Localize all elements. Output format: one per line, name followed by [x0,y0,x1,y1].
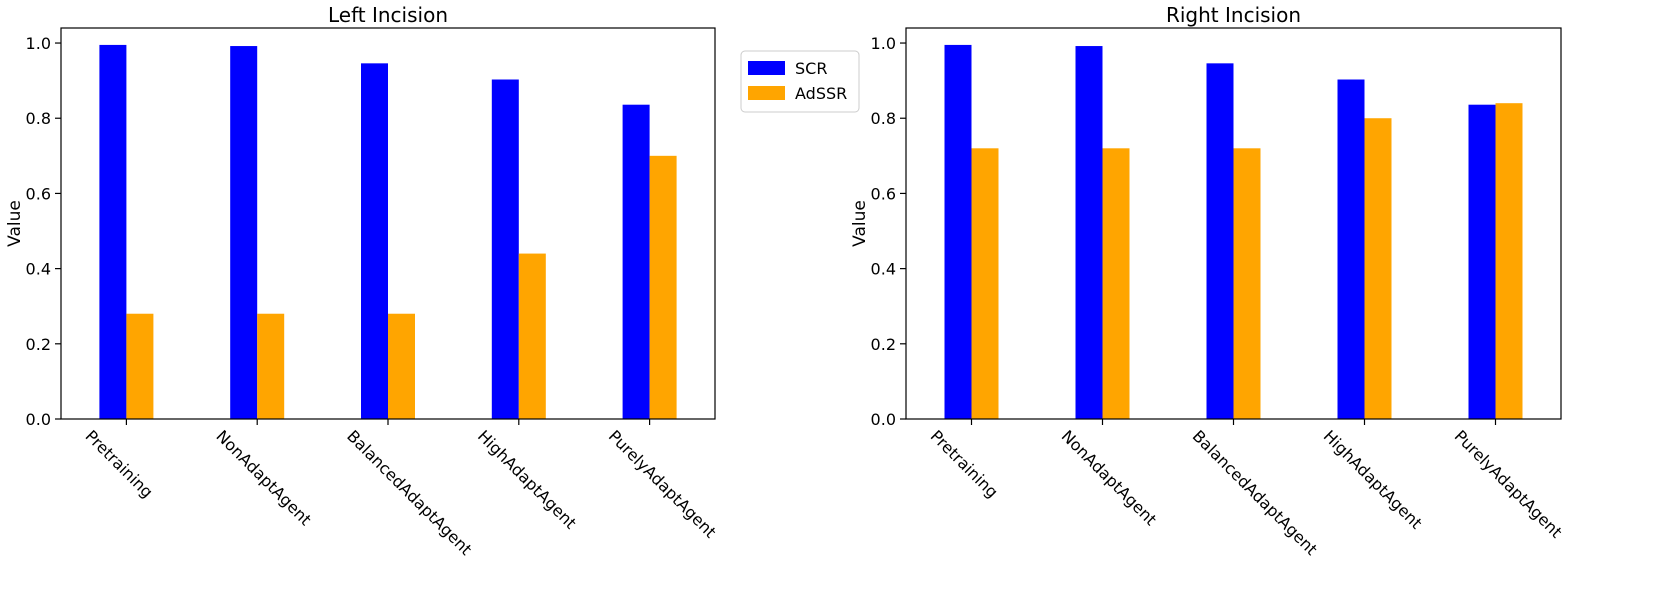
bar-scr-nonadaptagent [1075,46,1103,420]
right-incision-chart: Right Incision Value 0.0 0.2 0.4 0.6 0.8 1.0 Pre… [850,3,1566,559]
x-tick-label: NonAdaptAgent [1058,426,1161,529]
y-tick-label: 1.0 [871,34,896,53]
bar-scr-highadaptagent [491,79,519,420]
y-tick-label: 0.8 [871,109,896,128]
x-tick-label: BalancedAdaptAgent [343,426,476,559]
legend-swatch-adssr [748,86,785,100]
bar-adssr-purelyadaptagent [649,155,677,420]
legend: SCR AdSSR [740,50,860,113]
bar-scr-purelyadaptagent [622,104,650,419]
bar-adssr-balancedadaptagent [388,313,415,419]
bar-scr-pretraining [99,44,127,419]
chart-title: Left Incision [328,3,448,27]
bar-adssr-highadaptagent [1364,118,1392,419]
bar-scr-nonadaptagent [230,46,258,420]
x-tick-label: BalancedAdaptAgent [1189,426,1322,559]
bar-scr-purelyadaptagent [1468,104,1496,419]
y-tick-label: 0.6 [26,184,51,203]
y-tick-label: 0.4 [26,260,51,279]
left-incision-chart: Left Incision Value 0.0 0.2 0.4 0.6 0.8 1.0 Pret… [5,3,720,559]
legend-swatch-scr [748,61,785,75]
bar-adssr-highadaptagent [518,253,546,419]
bar-adssr-nonadaptagent [257,313,285,419]
x-tick-label: HighAdaptAgent [474,426,580,532]
bar-adssr-purelyadaptagent [1495,103,1523,419]
x-tick-label: PurelyAdaptAgent [1451,426,1566,541]
y-axis-label: Value [850,200,870,247]
x-tick-label: Pretraining [82,426,157,501]
legend-label-adssr: AdSSR [795,84,847,103]
bar-scr-highadaptagent [1337,79,1365,420]
y-tick-label: 0.4 [871,260,896,279]
bar-scr-balancedadaptagent [1206,63,1234,419]
y-tick-label: 0.8 [26,109,51,128]
chart-title: Right Incision [1166,3,1301,27]
bar-scr-pretraining [944,44,972,419]
y-tick-label: 0.0 [26,410,51,429]
bar-adssr-pretraining [126,313,154,419]
x-tick-label: HighAdaptAgent [1320,426,1426,532]
y-tick-label: 0.6 [871,184,896,203]
x-tick-label: PurelyAdaptAgent [605,426,720,541]
y-tick-label: 0.0 [871,410,896,429]
bar-adssr-pretraining [971,148,999,420]
bar-adssr-balancedadaptagent [1233,148,1261,420]
y-tick-label: 1.0 [26,34,51,53]
y-tick-label: 0.2 [871,335,896,354]
x-tick-label: Pretraining [927,426,1002,501]
legend-label-scr: SCR [795,59,827,78]
y-axis-label: Value [5,200,25,247]
bar-adssr-nonadaptagent [1102,148,1130,420]
x-tick-label: NonAdaptAgent [212,426,315,529]
bar-scr-balancedadaptagent [361,63,388,419]
y-tick-label: 0.2 [26,335,51,354]
